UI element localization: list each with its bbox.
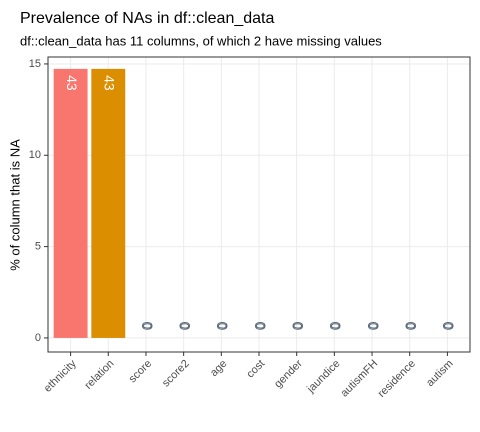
data-label: 0	[328, 322, 344, 330]
chart-title: Prevalence of NAs in df::clean_data	[20, 10, 274, 27]
bar	[91, 68, 126, 338]
x-tick-label: gender	[272, 357, 305, 390]
data-label: 0	[441, 322, 457, 330]
x-tick-label: autismFH	[338, 358, 380, 400]
x-tick-label: residence	[376, 358, 418, 400]
data-label: 0	[290, 322, 306, 330]
data-label: 43	[102, 75, 118, 91]
data-label: 0	[215, 322, 231, 330]
x-tick-label: score	[127, 358, 155, 386]
x-tick-label: autism	[424, 358, 455, 389]
chart-subtitle: df::clean_data has 11 columns, of which …	[20, 33, 382, 48]
x-tick-label: relation	[82, 358, 116, 392]
x-tick-label: score2	[160, 358, 192, 390]
data-label: 0	[252, 322, 268, 330]
data-label: 0	[365, 322, 381, 330]
y-tick-label: 10	[29, 149, 41, 161]
y-tick-label: 15	[29, 58, 41, 70]
x-tick-label: cost	[244, 358, 267, 381]
y-axis-label: % of column that is NA	[7, 139, 22, 271]
panel-border	[47, 56, 471, 353]
x-tick-label: jaundice	[304, 358, 342, 396]
bar	[53, 68, 88, 338]
data-label: 43	[64, 75, 80, 91]
data-label: 0	[403, 322, 419, 330]
x-tick-label: ethnicity	[42, 357, 79, 394]
y-tick-label: 5	[35, 241, 41, 253]
y-tick-label: 0	[35, 332, 41, 344]
data-label: 0	[177, 322, 193, 330]
data-label: 0	[139, 322, 155, 330]
x-tick-label: age	[208, 358, 229, 379]
